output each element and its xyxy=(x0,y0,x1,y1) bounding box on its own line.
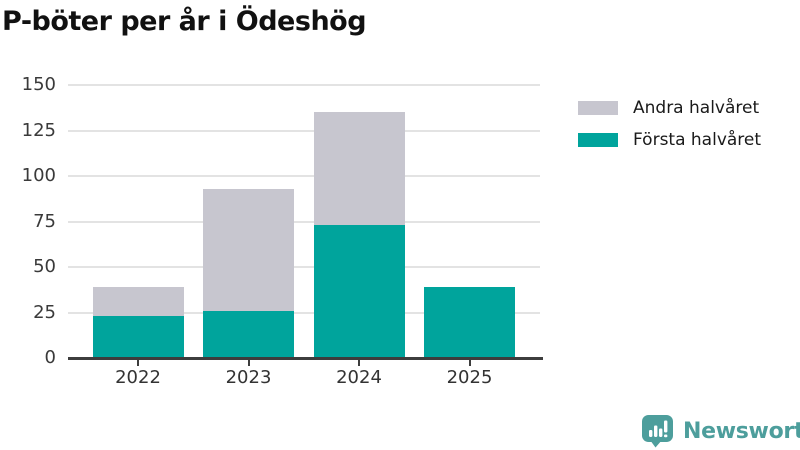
x-axis-label-2025: 2025 xyxy=(446,367,493,388)
bar-segment-2022-första xyxy=(92,316,184,358)
legend-item-0: Andra halvåret xyxy=(578,98,761,118)
bar-segment-2025-första xyxy=(424,287,515,358)
y-axis-label-25: 25 xyxy=(33,301,56,323)
gridline-75 xyxy=(68,220,540,223)
page-title: P-böter per år i Ödeshög xyxy=(2,6,367,37)
newsworthy-wordmark: Newsworthy xyxy=(683,418,800,444)
y-axis-label-150: 150 xyxy=(21,74,56,95)
bar-segment-2023-första xyxy=(203,310,294,358)
gridline-100 xyxy=(68,175,540,177)
y-axis-label-125: 125 xyxy=(21,119,56,141)
x-tick-2023 xyxy=(247,360,250,366)
bar-segment-2024-första xyxy=(313,225,405,358)
y-axis-label-50: 50 xyxy=(33,256,56,277)
x-tick-2025 xyxy=(468,360,471,366)
legend-label-0: Andra halvåret xyxy=(633,98,760,118)
legend-item-1: Första halvåret xyxy=(578,130,761,150)
x-axis-label-2023: 2023 xyxy=(225,367,272,388)
gridline-150 xyxy=(68,84,540,86)
newsworthy-logo: Newsworthy xyxy=(641,414,800,448)
plot-area xyxy=(68,84,543,358)
bar-segment-2024-andra xyxy=(313,112,405,226)
gridline-25 xyxy=(68,311,540,314)
y-axis-label-75: 75 xyxy=(33,210,56,232)
x-tick-2024 xyxy=(358,360,360,366)
x-axis-label-2022: 2022 xyxy=(115,367,161,388)
x-axis-label-2024: 2024 xyxy=(336,367,382,388)
gridline-125 xyxy=(68,129,540,132)
bar-segment-2023-andra xyxy=(203,188,294,311)
gridline-50 xyxy=(68,266,540,268)
x-axis-line xyxy=(68,357,543,360)
legend-label-1: Första halvåret xyxy=(633,130,762,150)
x-tick-2022 xyxy=(137,360,139,366)
legend-swatch-1 xyxy=(578,133,618,147)
y-axis-label-100: 100 xyxy=(21,165,56,186)
bar-chart-speech-bubble-icon xyxy=(642,415,673,448)
y-axis-label-0: 0 xyxy=(44,347,56,368)
legend: Andra halvåret Första halvåret xyxy=(578,98,761,162)
legend-swatch-0 xyxy=(578,101,618,115)
bar-segment-2022-andra xyxy=(92,287,184,317)
